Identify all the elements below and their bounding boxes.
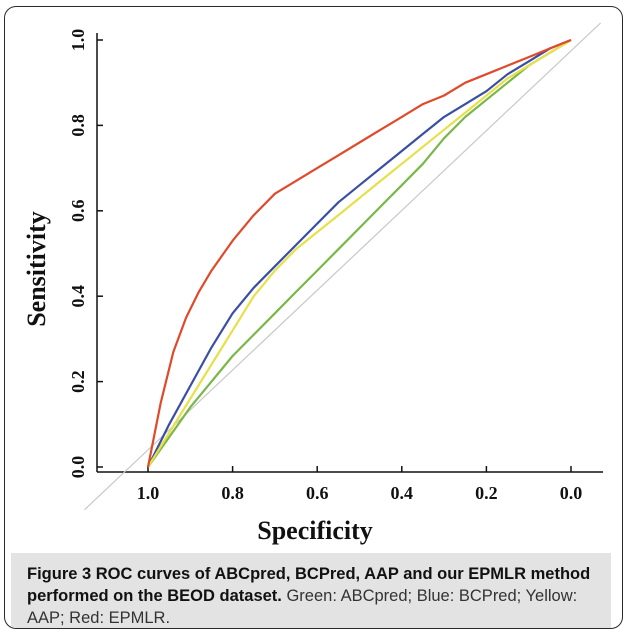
series-line-4: [146, 38, 572, 468]
series-lines: [146, 38, 572, 468]
x-tick-label: 0.2: [475, 483, 498, 503]
caption-title: Figure 3 ROC curves of ABCpred, BCPred, …: [27, 565, 591, 605]
chart-axes: [96, 33, 603, 473]
y-axis-title: Sensitivity: [22, 211, 51, 327]
series-line-2: [147, 38, 572, 468]
y-tick-label: 0.4: [68, 285, 88, 308]
x-axis-title: Specificity: [257, 516, 373, 545]
y-tick-label: 0.8: [68, 114, 88, 136]
x-tick-label: 0.8: [221, 483, 244, 503]
y-tick-label: 0.2: [68, 370, 88, 393]
roc-chart: 0.0 0.2 0.4 0.6 0.8 1.0 1.0 0.8 0.6 0.4 0.2 0.0 Spe…: [22, 22, 603, 545]
series-line-3: [147, 39, 572, 468]
y-tick-label: 0.6: [68, 200, 88, 223]
y-tick-label: 0.0: [68, 456, 88, 479]
x-tick-label: 1.0: [137, 483, 160, 503]
x-tick-label: 0.4: [391, 483, 414, 503]
figure-caption: Figure 3 ROC curves of ABCpred, BCPred, …: [11, 553, 611, 628]
y-tick-label: 1.0: [68, 29, 88, 52]
tick-labels: 0.0 0.2 0.4 0.6 0.8 1.0 1.0 0.8 0.6 0.4 0.2 0.0: [68, 29, 582, 503]
series-line-1: [147, 39, 572, 468]
x-tick-label: 0.6: [306, 483, 329, 503]
x-tick-label: 0.0: [560, 483, 583, 503]
figure-frame: 0.0 0.2 0.4 0.6 0.8 1.0 1.0 0.8 0.6 0.4 0.2 0.0 Spe…: [4, 6, 623, 629]
caption-text: Green: ABCpred; Blue: BCPred; Yellow: AA…: [27, 587, 578, 627]
